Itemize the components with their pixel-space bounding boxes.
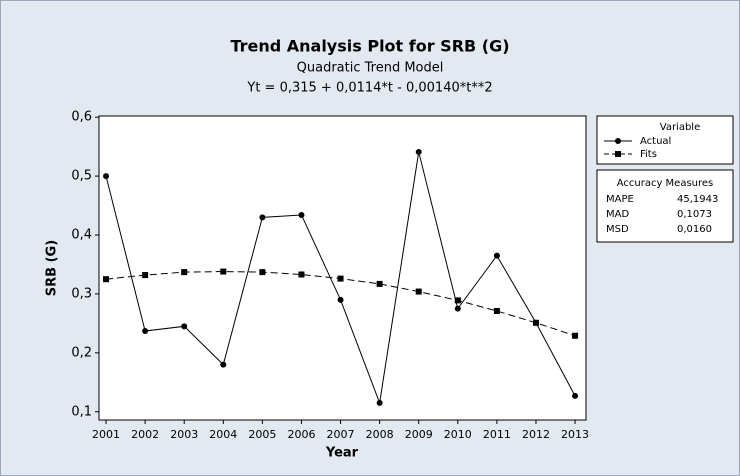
equation: Yt = 0,315 + 0,0114*t - 0,00140*t**2: [246, 81, 492, 96]
y-tick-label: 0,2: [71, 345, 92, 360]
marker: [454, 297, 461, 304]
marker: [454, 305, 461, 312]
x-tick-label: 2012: [522, 428, 550, 441]
x-tick-label: 2001: [92, 428, 120, 441]
marker: [337, 296, 344, 303]
marker: [259, 214, 266, 221]
marker: [376, 280, 383, 287]
marker: [103, 276, 110, 283]
y-tick-label: 0,3: [71, 286, 92, 301]
chart-title: Trend Analysis Plot for SRB (G): [230, 37, 509, 56]
marker: [298, 271, 305, 278]
chart-subtitle: Quadratic Trend Model: [297, 61, 444, 76]
accuracy-value: 45,1943: [677, 194, 718, 205]
marker: [181, 269, 188, 276]
marker: [493, 252, 500, 259]
x-tick-label: 2007: [327, 428, 355, 441]
accuracy-box: [596, 169, 734, 243]
legend-title: Variable: [660, 122, 701, 133]
marker: [415, 288, 422, 295]
y-tick-label: 0,4: [71, 228, 92, 243]
accuracy-name: MSD: [606, 224, 629, 235]
plot-area: [98, 115, 587, 421]
x-tick-label: 2008: [366, 428, 394, 441]
accuracy-name: MAD: [606, 209, 629, 220]
x-axis-label: Year: [325, 446, 359, 461]
marker: [493, 308, 500, 315]
marker: [142, 328, 149, 335]
legend-marker: [615, 151, 621, 157]
x-tick-label: 2006: [287, 428, 315, 441]
marker: [103, 173, 110, 180]
x-tick-label: 2011: [483, 428, 511, 441]
marker: [181, 323, 188, 330]
marker: [532, 319, 539, 326]
accuracy-name: MAPE: [606, 194, 634, 205]
x-tick-label: 2013: [561, 428, 589, 441]
marker: [298, 211, 305, 218]
legend-label: Fits: [640, 149, 657, 160]
y-tick-label: 0,5: [71, 169, 92, 184]
accuracy-value: 0,1073: [677, 209, 712, 220]
x-tick-label: 2002: [131, 428, 159, 441]
y-tick-label: 0,6: [71, 110, 92, 125]
x-tick-label: 2003: [170, 428, 198, 441]
marker: [376, 399, 383, 406]
y-axis-label: SRB (G): [45, 240, 60, 296]
marker: [220, 361, 227, 368]
marker: [220, 268, 227, 275]
legend-label: Actual: [640, 136, 671, 147]
accuracy-value: 0,0160: [677, 224, 712, 235]
marker: [142, 272, 149, 279]
marker: [259, 269, 266, 276]
marker: [415, 148, 422, 155]
legend-marker: [615, 138, 621, 144]
x-tick-label: 2004: [209, 428, 237, 441]
y-tick-label: 0,1: [71, 404, 92, 419]
accuracy-title: Accuracy Measures: [617, 178, 714, 189]
marker: [572, 332, 579, 339]
marker: [337, 275, 344, 282]
marker: [572, 392, 579, 399]
x-tick-label: 2009: [405, 428, 433, 441]
x-tick-label: 2005: [248, 428, 276, 441]
x-tick-label: 2010: [444, 428, 472, 441]
